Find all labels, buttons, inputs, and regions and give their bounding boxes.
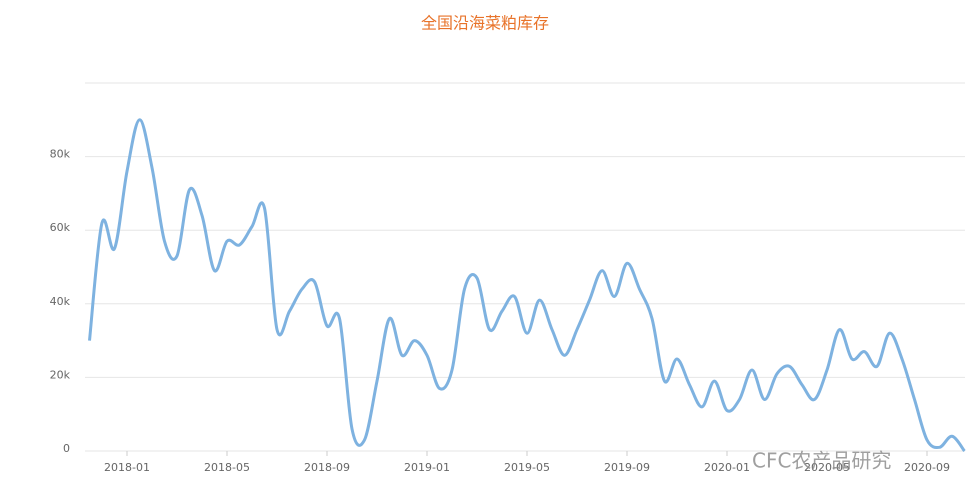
x-tick-label: 2020-05 [804, 461, 850, 474]
y-tick-label: 40k [50, 295, 71, 308]
x-tick-label: 2018-01 [104, 461, 150, 474]
x-tick-label: 2019-09 [604, 461, 650, 474]
data-line [88, 118, 966, 452]
x-tick-label: 2018-05 [204, 461, 250, 474]
y-tick-label: 0 [63, 442, 70, 455]
y-tick-label: 20k [50, 368, 71, 381]
x-tick-label: 2020-01 [704, 461, 750, 474]
x-tick-label: 2018-09 [304, 461, 350, 474]
y-tick-label: 60k [50, 221, 71, 234]
x-tick-label: 2019-05 [504, 461, 550, 474]
x-tick-label: 2019-01 [404, 461, 450, 474]
x-tick-label: 2020-09 [904, 461, 950, 474]
chart-title: 全国沿海菜粕库存 [421, 14, 549, 33]
watermark: CFC农产品研究 [752, 449, 891, 473]
y-tick-label: 80k [50, 148, 71, 161]
